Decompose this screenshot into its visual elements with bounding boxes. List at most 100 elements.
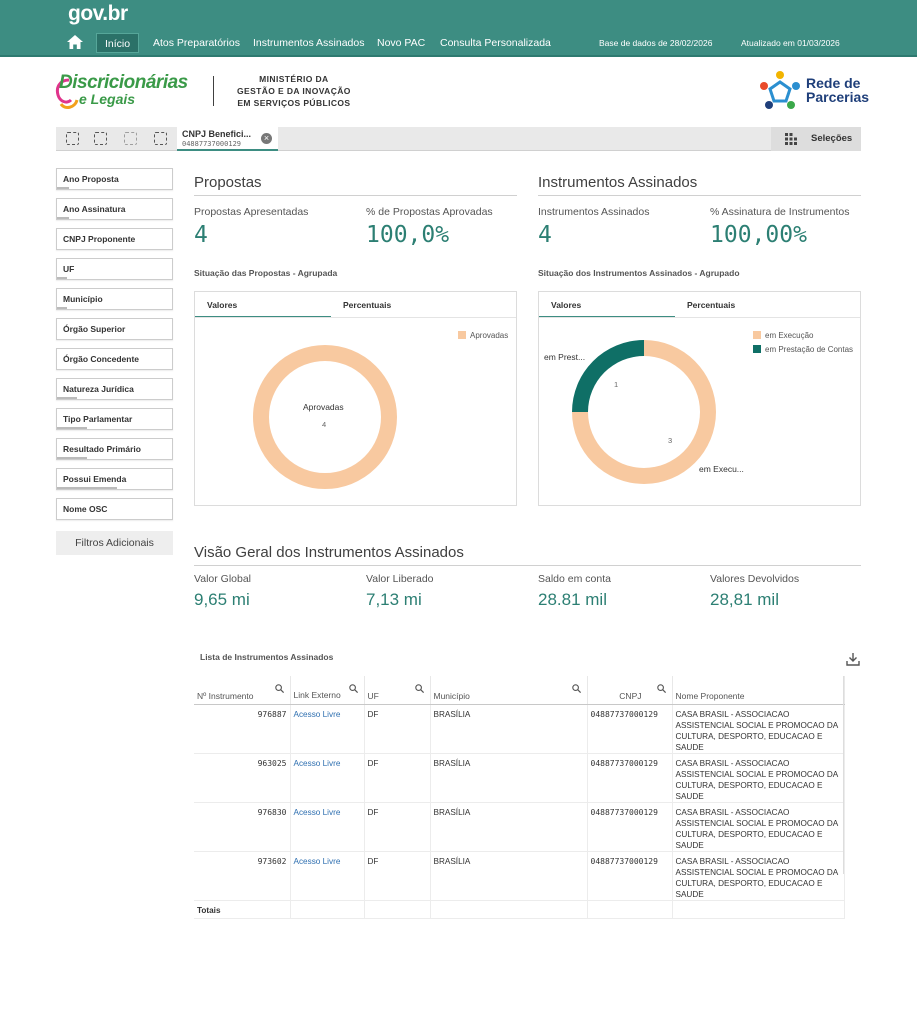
cell-uf: DF — [364, 704, 431, 754]
search-icon[interactable] — [656, 684, 666, 693]
table-row: 976887 Acesso Livre DF BRASÍLIA 04887737… — [194, 704, 845, 754]
search-icon[interactable] — [571, 684, 581, 693]
donut-slice-aprovadas[interactable] — [253, 345, 397, 489]
slice-value-execucao: 3 — [668, 436, 673, 445]
cell-nome-proponente: CASA BRASIL - ASSOCIACAO ASSISTENCIAL SO… — [672, 753, 845, 803]
legend-em-prestacao-contas: em Prestação de Contas — [753, 345, 853, 354]
table-row: 963025 Acesso Livre DF BRASÍLIA 04887737… — [194, 753, 845, 803]
propostas-apresentadas-value: 4 — [194, 222, 208, 248]
slice-value-prestacao: 1 — [614, 380, 619, 389]
col-link-externo[interactable]: Link Externo — [290, 676, 365, 705]
totals-label: Totais — [194, 899, 291, 919]
filter-nome-osc[interactable]: Nome OSC — [56, 498, 173, 520]
propostas-apresentadas-label: Propostas Apresentadas — [194, 206, 309, 218]
col-municipio[interactable]: Município — [430, 676, 588, 705]
propostas-aprovadas-value: 100,0% — [366, 222, 450, 248]
propostas-chart: Valores Percentuais Aprovadas Aprovadas … — [194, 291, 517, 506]
col-numero-instrumento[interactable]: Nº Instrumento — [194, 676, 291, 705]
filter-orgao-concedente[interactable]: Órgão Concedente — [56, 348, 173, 370]
nav-novo-pac[interactable]: Novo PAC — [377, 37, 426, 49]
col-uf[interactable]: UF — [364, 676, 431, 705]
cell-numero: 976830 — [194, 802, 291, 852]
filter-resultado-primario[interactable]: Resultado Primário — [56, 438, 173, 460]
filter-municipio[interactable]: Município — [56, 288, 173, 310]
grid-icon — [785, 133, 797, 145]
table-row: 976830 Acesso Livre DF BRASÍLIA 04887737… — [194, 802, 845, 852]
table-header-row: Nº Instrumento Link Externo UF Município… — [194, 676, 845, 705]
star-people-icon — [760, 71, 800, 109]
filter-possui-emenda[interactable]: Possui Emenda — [56, 468, 173, 490]
rede-parcerias-logo: Rede de Parcerias — [758, 70, 870, 110]
search-icon[interactable] — [274, 684, 284, 693]
home-icon[interactable] — [66, 34, 84, 50]
valor-liberado-value: 7,13 mi — [366, 590, 422, 609]
govbr-logo[interactable]: gov.br — [68, 2, 128, 25]
rede-parcerias-text: Rede de Parcerias — [806, 75, 870, 105]
smart-search-icon[interactable] — [66, 132, 79, 145]
tab-valores[interactable]: Valores — [195, 292, 331, 318]
instrumentos-table: Nº Instrumento Link Externo UF Município… — [194, 676, 845, 919]
col-nome-proponente[interactable]: Nome Proponente — [672, 676, 845, 705]
cell-nome-proponente: CASA BRASIL - ASSOCIACAO ASSISTENCIAL SO… — [672, 704, 845, 754]
cell-link-acesso-livre[interactable]: Acesso Livre — [290, 802, 365, 852]
cell-uf: DF — [364, 802, 431, 852]
close-icon[interactable]: × — [261, 133, 272, 144]
nav-atos-preparatorios[interactable]: Atos Preparatórios — [153, 37, 240, 49]
filter-tipo-parlamentar[interactable]: Tipo Parlamentar — [56, 408, 173, 430]
table-totals-row: Totais — [194, 899, 845, 919]
filter-ano-assinatura[interactable]: Ano Assinatura — [56, 198, 173, 220]
instrumentos-title: Instrumentos Assinados — [538, 174, 698, 191]
cell-link-acesso-livre[interactable]: Acesso Livre — [290, 851, 365, 901]
cell-numero: 976887 — [194, 704, 291, 754]
additional-filters-button[interactable]: Filtros Adicionais — [56, 531, 173, 555]
propostas-aprovadas-label: % de Propostas Aprovadas — [366, 206, 493, 218]
cell-municipio: BRASÍLIA — [430, 704, 588, 754]
cell-link-acesso-livre[interactable]: Acesso Livre — [290, 753, 365, 803]
donut-slice-em-presta-o-de-contas[interactable] — [572, 340, 644, 412]
cell-nome-proponente: CASA BRASIL - ASSOCIACAO ASSISTENCIAL SO… — [672, 802, 845, 852]
search-icon[interactable] — [414, 684, 424, 693]
table-scrollbar[interactable] — [843, 676, 844, 874]
clear-selections-icon[interactable] — [154, 132, 167, 145]
filter-orgao-superior[interactable]: Órgão Superior — [56, 318, 173, 340]
cell-cnpj: 04887737000129 — [587, 753, 673, 803]
filter-ano-proposta[interactable]: Ano Proposta — [56, 168, 173, 190]
donut-center-label: Aprovadas — [303, 402, 344, 412]
cell-cnpj: 04887737000129 — [587, 851, 673, 901]
col-cnpj[interactable]: CNPJ — [587, 676, 673, 705]
top-divider — [0, 55, 917, 57]
cell-uf: DF — [364, 851, 431, 901]
filter-natureza-juridica[interactable]: Natureza Jurídica — [56, 378, 173, 400]
brand-subtitle: e Legais — [79, 91, 136, 107]
selection-chip-cnpj[interactable]: CNPJ Benefici... 04887737000129 × — [177, 127, 278, 151]
tab-percentuais[interactable]: Percentuais — [687, 300, 736, 310]
selection-chip-title: CNPJ Benefici... — [182, 129, 252, 139]
search-icon[interactable] — [348, 684, 358, 693]
nav-consulta-personalizada[interactable]: Consulta Personalizada — [440, 37, 551, 49]
cell-link-acesso-livre[interactable]: Acesso Livre — [290, 704, 365, 754]
download-icon[interactable] — [846, 652, 860, 666]
speech-swirl-icon — [55, 78, 79, 109]
cell-municipio: BRASÍLIA — [430, 802, 588, 852]
valor-liberado-label: Valor Liberado — [366, 573, 434, 585]
selections-button[interactable]: Seleções — [771, 127, 861, 151]
cell-numero: 973602 — [194, 851, 291, 901]
tab-percentuais[interactable]: Percentuais — [343, 300, 392, 310]
brand-logo: Discricionárias e Legais MINISTÉRIO DA G… — [55, 70, 355, 114]
table-row: 973602 Acesso Livre DF BRASÍLIA 04887737… — [194, 851, 845, 901]
selections-label: Seleções — [811, 133, 853, 144]
ministry-name: MINISTÉRIO DA GESTÃO E DA INOVAÇÃO EM SE… — [237, 74, 351, 108]
nav-inicio[interactable]: Início — [96, 33, 140, 53]
step-forward-icon[interactable] — [124, 132, 137, 145]
valores-devolvidos-value: 28,81 mil — [710, 590, 779, 609]
filter-cnpj-proponente[interactable]: CNPJ Proponente — [56, 228, 173, 250]
cell-municipio: BRASÍLIA — [430, 753, 588, 803]
filter-uf[interactable]: UF — [56, 258, 173, 280]
step-back-icon[interactable] — [94, 132, 107, 145]
filters-panel: Ano Proposta Ano Assinatura CNPJ Propone… — [56, 168, 173, 528]
brand-title: Discricionárias — [59, 72, 188, 93]
nav-instrumentos-assinados[interactable]: Instrumentos Assinados — [253, 37, 365, 49]
selection-toolbar: CNPJ Benefici... 04887737000129 × Seleçõ… — [56, 127, 861, 151]
propostas-title: Propostas — [194, 174, 262, 191]
tab-valores[interactable]: Valores — [539, 292, 675, 318]
